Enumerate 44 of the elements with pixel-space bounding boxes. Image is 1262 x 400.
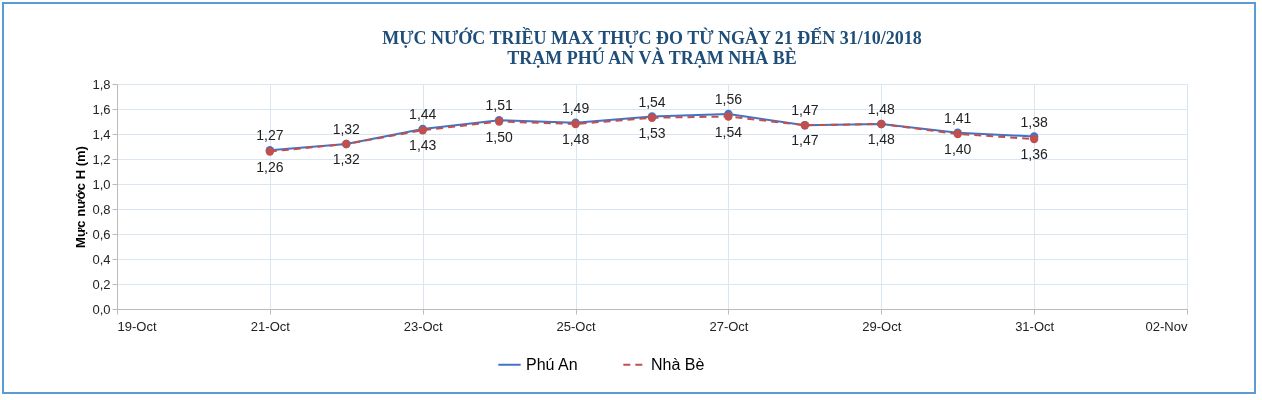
y-tick-label: 0,2 xyxy=(92,276,111,292)
data-label: 1,48 xyxy=(867,131,896,147)
legend-label: Phú An xyxy=(526,355,578,373)
chart-title: MỰC NƯỚC TRIỀU MAX THỰC ĐO TỪ NGÀY 21 ĐẾN 31/10/2018 TRẠM PHÚ AN VÀ TRẠM NHÀ BÈ xyxy=(382,27,922,68)
y-tick-label: 1,4 xyxy=(92,126,111,142)
data-label: 1,54 xyxy=(714,123,743,140)
data-label: 1,48 xyxy=(867,101,896,117)
x-tick-label: 31-Oct xyxy=(1015,318,1055,334)
y-tick-label: 1,6 xyxy=(92,101,111,117)
x-tick-label: 21-Oct xyxy=(250,318,291,334)
data-label: 1,44 xyxy=(409,106,437,122)
data-label: 1,32 xyxy=(332,151,361,167)
y-tick-label: 0,4 xyxy=(92,251,111,267)
data-label: 1,47 xyxy=(791,102,819,119)
data-label: 1,51 xyxy=(485,97,513,114)
y-tick-label: 0,0 xyxy=(92,301,111,317)
y-tick-label: 0,8 xyxy=(92,201,111,217)
data-label: 1,56 xyxy=(714,91,743,107)
x-tick-label: 27-Oct xyxy=(709,318,749,334)
data-label: 1,38 xyxy=(1020,113,1048,130)
data-label: 1,50 xyxy=(485,128,513,145)
y-tick-label: 1,8 xyxy=(92,76,111,92)
data-label: 1,48 xyxy=(561,131,590,147)
data-label: 1,40 xyxy=(944,141,972,157)
data-label: 1,43 xyxy=(409,137,437,154)
legend-label: Nhà Bè xyxy=(651,355,705,373)
data-label: 1,27 xyxy=(256,127,284,144)
data-label: 1,26 xyxy=(256,158,284,175)
y-tick-label: 1,0 xyxy=(92,176,111,192)
data-label: 1,53 xyxy=(638,124,666,141)
x-tick-label: 02-Nov xyxy=(1145,318,1188,334)
x-tick-label: 19-Oct xyxy=(117,318,157,334)
data-label: 1,32 xyxy=(332,121,361,137)
y-tick-label: 1,2 xyxy=(92,151,111,167)
data-label: 1,47 xyxy=(791,132,819,149)
y-axis-title: Mực nước H (m) xyxy=(73,146,89,248)
data-label: 1,54 xyxy=(638,93,666,110)
x-tick-label: 25-Oct xyxy=(556,318,596,334)
x-tick-label: 23-Oct xyxy=(403,318,444,334)
y-tick-label: 0,6 xyxy=(92,226,111,242)
data-label: 1,41 xyxy=(944,109,972,126)
x-tick-label: 29-Oct xyxy=(862,318,902,334)
data-label: 1,49 xyxy=(561,99,590,116)
data-label: 1,36 xyxy=(1020,146,1048,162)
